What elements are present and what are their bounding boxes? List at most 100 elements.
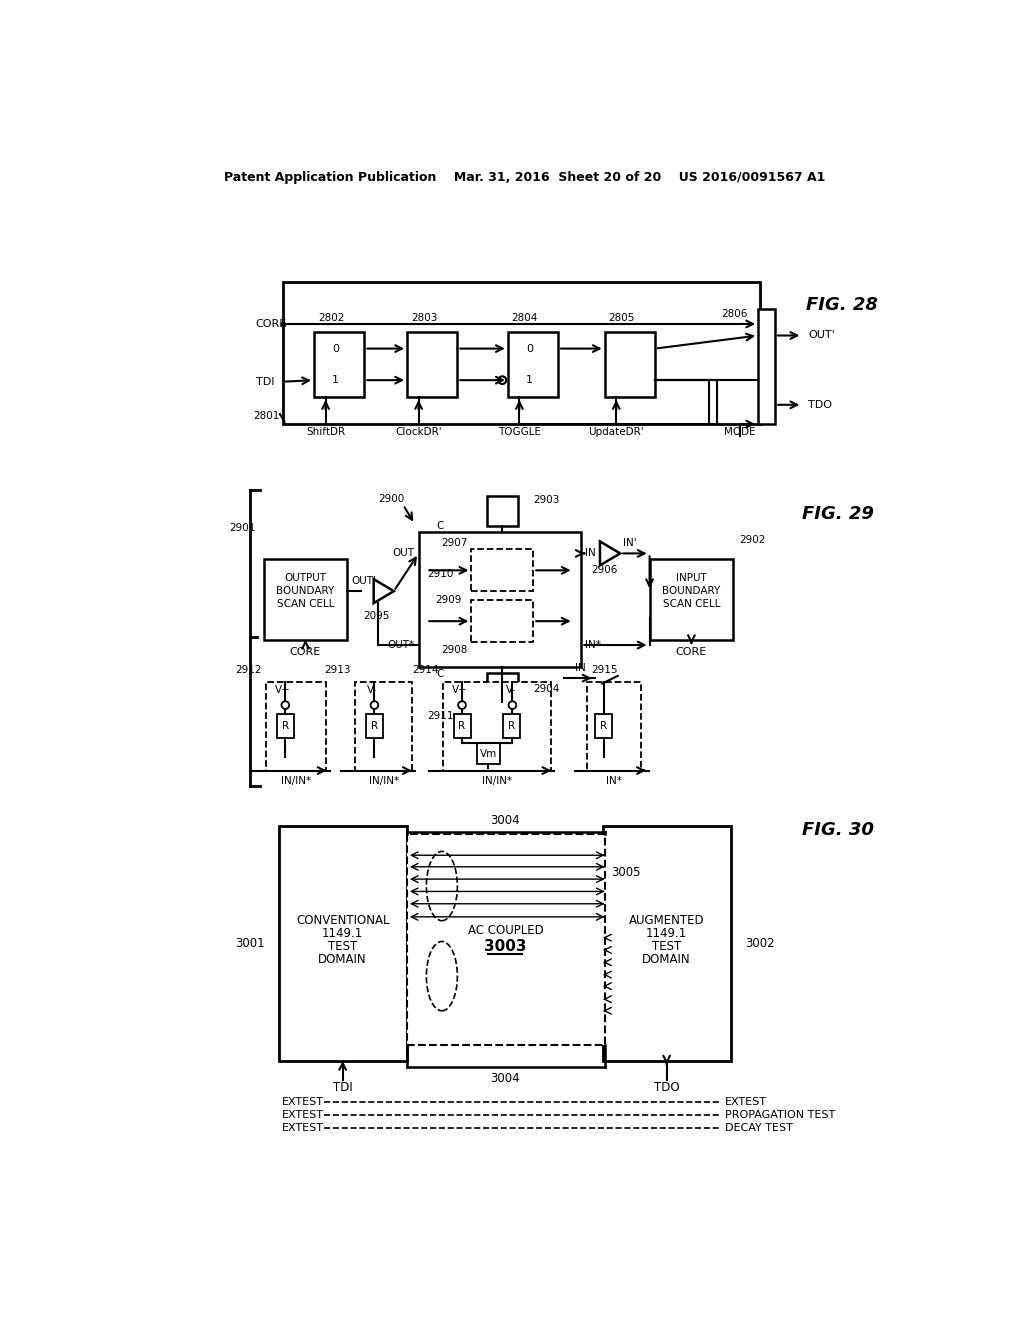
Text: IN: IN [586,548,596,558]
Text: 2901: 2901 [229,523,256,533]
Text: 2908: 2908 [441,644,467,655]
Text: C: C [436,520,444,531]
Bar [477,743,500,764]
Text: TEST: TEST [328,940,357,953]
Bar [263,558,347,640]
Text: MODE: MODE [724,426,756,437]
Text: 2801: 2801 [253,411,280,421]
Bar [758,309,775,424]
Text: 2095: 2095 [364,611,390,620]
Text: 3004: 3004 [490,814,520,828]
Text: TDO: TDO [809,400,833,409]
Text: SCAN CELL: SCAN CELL [276,599,334,610]
Text: V-: V- [367,685,377,694]
Text: CORE: CORE [290,647,322,657]
Text: Patent Application Publication    Mar. 31, 2016  Sheet 20 of 20    US 2016/00915: Patent Application Publication Mar. 31, … [224,172,825,185]
Text: TEST: TEST [652,940,681,953]
Text: INPUT: INPUT [676,573,707,583]
Polygon shape [374,579,394,603]
Text: CORE: CORE [256,319,287,329]
Text: R: R [508,721,515,731]
Bar [508,331,558,397]
Text: ClockDR': ClockDR' [395,426,442,437]
Bar [603,826,731,1061]
Text: OUT': OUT' [351,576,376,586]
Text: 1: 1 [526,375,532,385]
Bar [604,331,655,397]
Text: 2805: 2805 [608,313,635,323]
Text: 2900: 2900 [379,494,404,504]
Text: R: R [600,721,607,731]
Text: IN/IN*: IN/IN* [482,776,512,785]
Text: IN: IN [575,663,586,673]
Text: FIG. 28: FIG. 28 [806,296,878,314]
Text: IN*: IN* [586,640,601,649]
Text: FIG. 29: FIG. 29 [802,506,874,523]
Text: EXTEST: EXTEST [282,1097,324,1106]
Bar [471,549,534,591]
Text: AC COUPLED: AC COUPLED [468,924,544,937]
Text: OUT': OUT' [809,330,836,341]
Text: IN/IN*: IN/IN* [282,776,311,785]
Text: 2804: 2804 [512,313,538,323]
Text: BOUNDARY: BOUNDARY [663,586,721,597]
Text: AUGMENTED: AUGMENTED [629,915,705,927]
Text: IN*: IN* [606,776,622,785]
Text: 3004: 3004 [490,1072,520,1085]
Text: 3003: 3003 [484,939,526,953]
Text: 2910: 2910 [427,569,454,579]
Text: IN/IN*: IN/IN* [369,776,398,785]
Text: EXTEST: EXTEST [282,1123,324,1133]
Text: 3001: 3001 [236,937,265,950]
Bar [486,496,518,525]
Text: 2902: 2902 [739,535,766,545]
Bar [314,331,365,397]
Text: EXTEST: EXTEST [725,1097,767,1106]
Text: CORE: CORE [676,647,707,657]
Text: OUT*: OUT* [388,640,415,649]
Text: 2803: 2803 [411,313,437,323]
Text: 2802: 2802 [317,313,344,323]
Text: 2906: 2906 [592,565,617,576]
Text: 2909: 2909 [435,594,461,605]
Bar [355,682,412,771]
Text: 2913: 2913 [325,665,351,675]
Bar [471,599,534,642]
Text: 1149.1: 1149.1 [646,927,687,940]
Text: TDO: TDO [653,1081,680,1094]
Bar [503,714,520,738]
Text: R: R [459,721,466,731]
Text: IN': IN' [624,537,637,548]
Text: DECAY TEST: DECAY TEST [725,1123,793,1133]
Text: 1: 1 [332,375,339,385]
Text: 2907: 2907 [441,537,467,548]
Text: 2915: 2915 [591,665,617,675]
Text: V-: V- [506,685,516,694]
Text: OUTPUT: OUTPUT [285,573,327,583]
Text: ShiftDR: ShiftDR [306,426,345,437]
Bar [454,714,471,738]
Bar [407,834,604,1045]
Text: EXTEST: EXTEST [282,1110,324,1119]
Text: 2912: 2912 [236,665,262,675]
Text: SCAN CELL: SCAN CELL [663,599,720,610]
Bar [649,558,733,640]
Polygon shape [600,541,621,565]
Text: C: C [436,669,444,680]
Text: CONVENTIONAL: CONVENTIONAL [296,915,389,927]
Bar [419,532,582,667]
Bar [442,682,551,771]
Text: 2904: 2904 [534,684,560,694]
Text: 3005: 3005 [611,866,640,879]
Text: FIG. 30: FIG. 30 [802,821,874,838]
Text: 2914: 2914 [413,665,438,675]
Text: DOMAIN: DOMAIN [642,953,691,966]
Bar [486,673,518,702]
Bar [595,714,612,738]
Bar [280,826,407,1061]
Text: R: R [371,721,378,731]
Text: PROPAGATION TEST: PROPAGATION TEST [725,1110,835,1119]
Text: TDI: TDI [256,376,274,387]
Text: TOGGLE: TOGGLE [498,426,541,437]
Bar [266,682,327,771]
